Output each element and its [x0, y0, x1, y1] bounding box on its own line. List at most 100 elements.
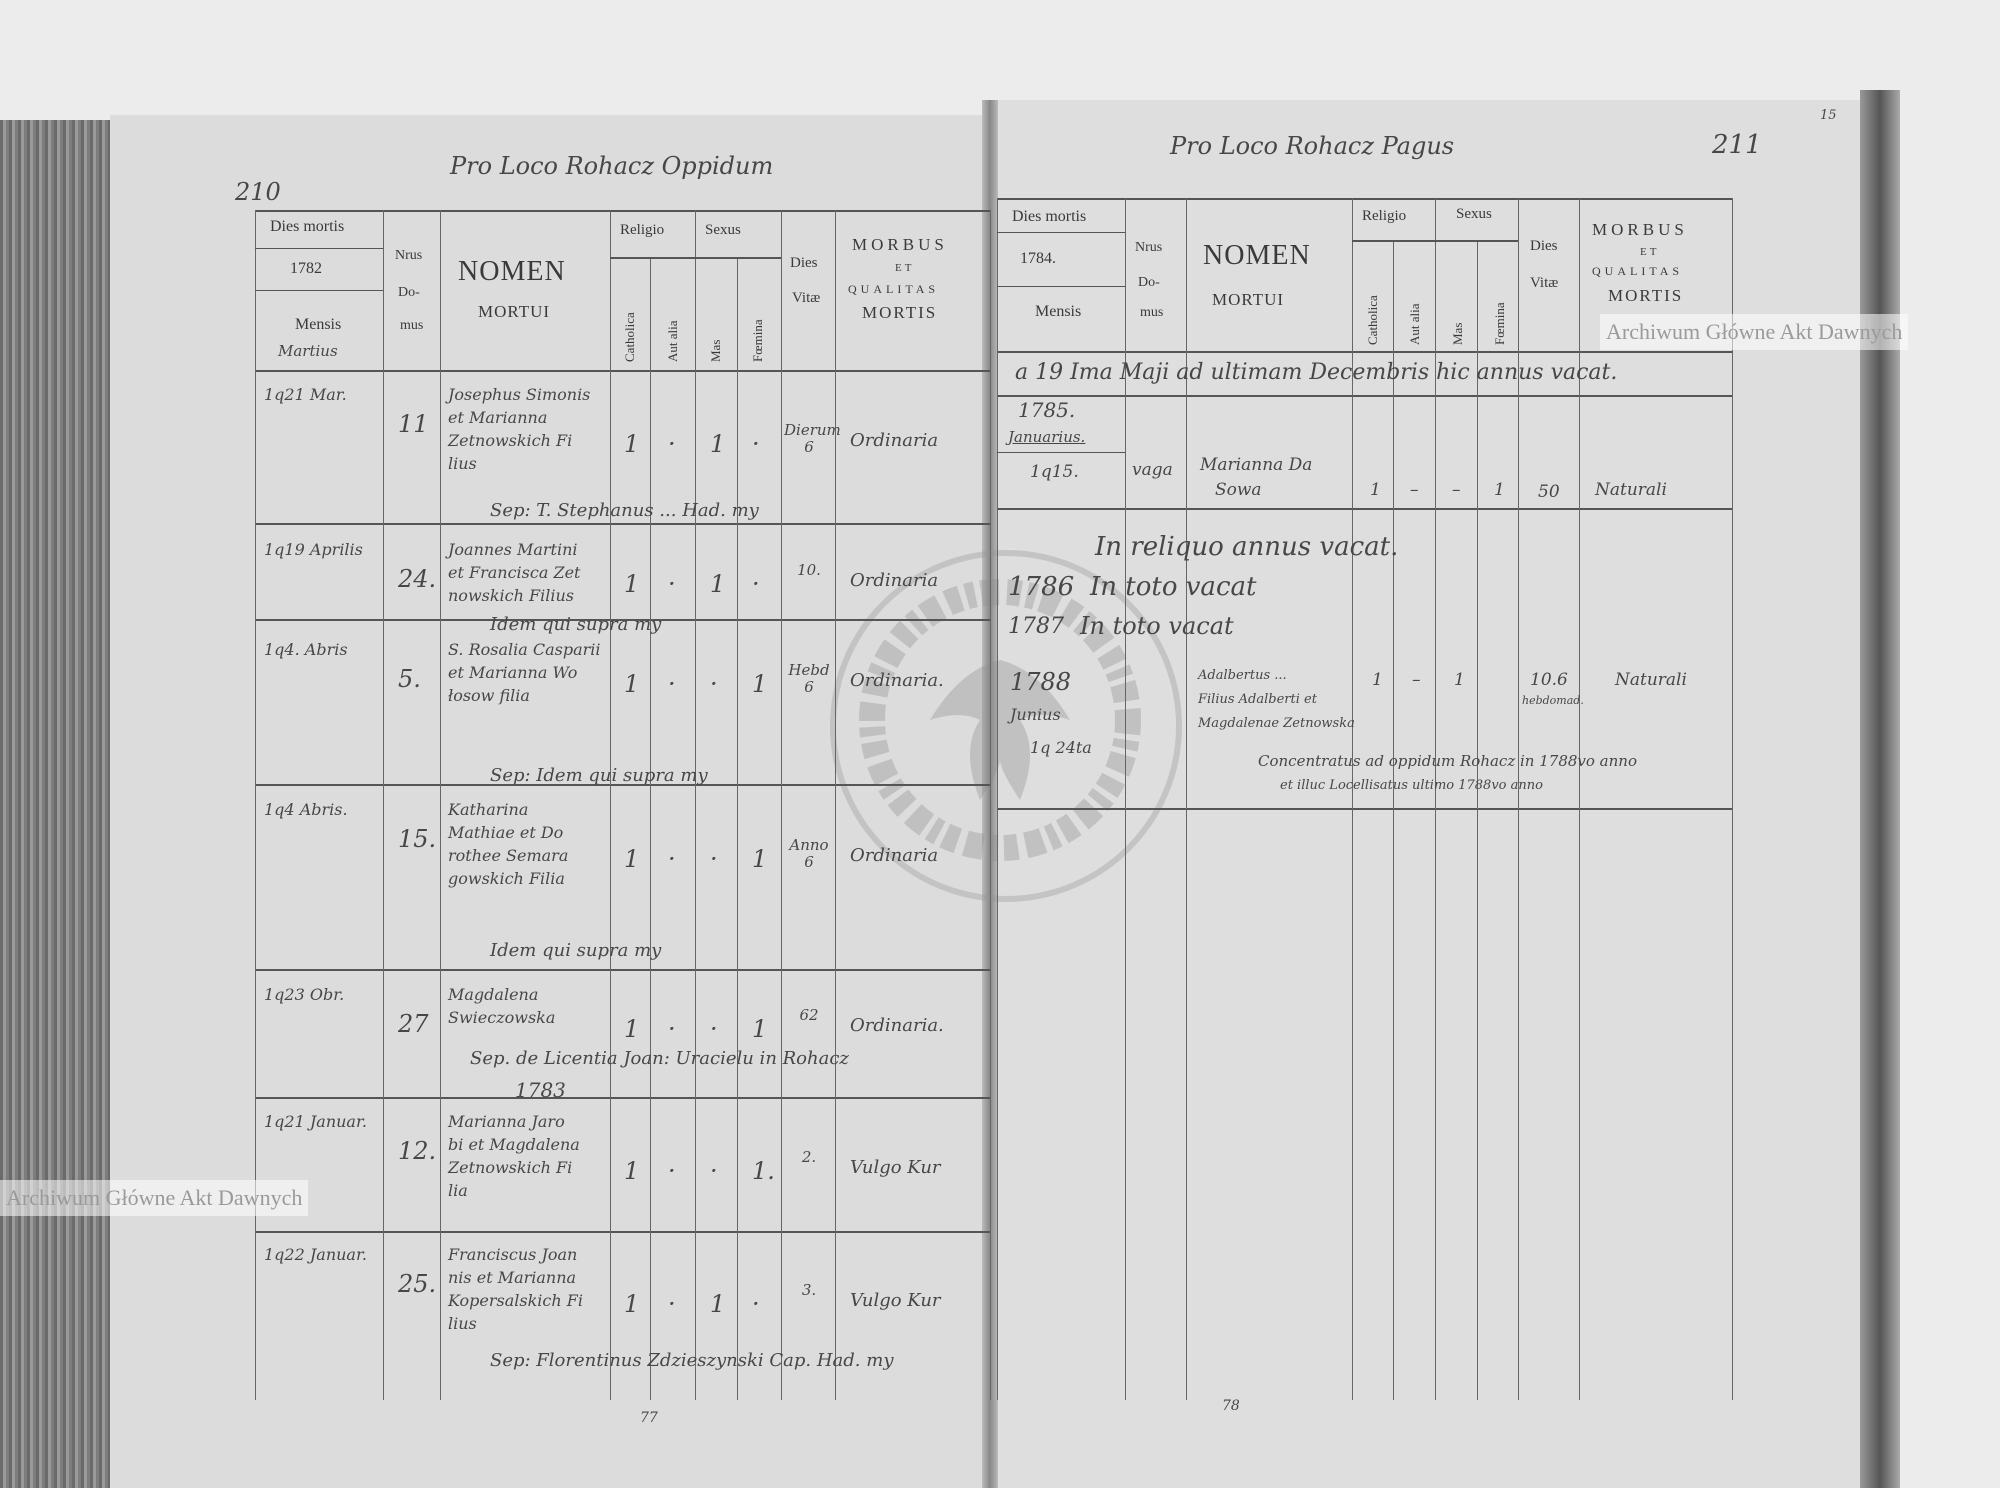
book-cover-edge — [1860, 90, 1900, 1488]
table-rule — [255, 248, 383, 249]
page-number: 210 — [235, 178, 281, 206]
foemina-mark: 1 — [752, 670, 768, 698]
column-rule — [1352, 198, 1353, 1400]
catholica-mark: 1 — [624, 430, 640, 458]
aut-alia-mark: · — [668, 845, 676, 873]
table-rule — [255, 370, 990, 372]
catholica-mark: 1 — [624, 1290, 640, 1318]
catholica-mark: 1 — [624, 1015, 640, 1043]
name-line: łosow filia — [448, 686, 530, 705]
morbus: Ordinaria — [850, 845, 939, 866]
table-rule — [997, 452, 1125, 453]
name-line: et Marianna Wo — [448, 663, 578, 682]
entry-morbus: Naturali — [1615, 670, 1687, 690]
house-number: 11 — [398, 410, 429, 438]
left-page — [110, 115, 990, 1488]
entry-mas: 1 — [1454, 670, 1465, 690]
name-line: Katharina — [448, 800, 529, 819]
table-rule — [997, 508, 1732, 510]
aut-alia-mark: · — [668, 1290, 676, 1318]
column-rule — [255, 210, 256, 1400]
table-rule — [610, 257, 781, 259]
entry-foemina: 1 — [1494, 480, 1505, 500]
table-rule — [255, 1097, 990, 1099]
name-line: lius — [448, 1314, 477, 1333]
header-dies: Dies — [1530, 238, 1558, 254]
catholica-mark: 1 — [624, 570, 640, 598]
header-nomen: NOMEN — [1203, 240, 1311, 271]
house-number: 5. — [398, 665, 421, 693]
header-religio: Religio — [620, 222, 665, 238]
name-line: et Marianna — [448, 408, 548, 427]
name-line: Marianna Jaro — [448, 1112, 565, 1131]
table-rule — [255, 210, 990, 212]
entry-catholica: 1 — [1372, 670, 1383, 690]
house-number: 25. — [398, 1270, 437, 1298]
dies-vitae: Hebd 6 — [788, 661, 830, 697]
entry-date: 1q15. — [1030, 462, 1079, 482]
header-mortis: MORTIS — [1608, 286, 1684, 305]
death-date: 1q21 Januar. — [264, 1112, 367, 1131]
table-rule — [255, 619, 990, 621]
catholica-mark: 1 — [624, 1157, 640, 1185]
foemina-mark: · — [752, 1290, 760, 1318]
death-date: 1q19 Aprilis — [264, 540, 363, 559]
aut-alia-mark: · — [668, 1015, 676, 1043]
dies-vitae: 3. — [801, 1281, 817, 1299]
header-foemina: Fœmina — [750, 319, 765, 362]
entry-catholica: 1 — [1370, 480, 1381, 500]
entry-dies-unit: hebdomad. — [1522, 694, 1584, 707]
header-mas: Mas — [1450, 322, 1465, 345]
dies-vitae: 2. — [801, 1148, 817, 1166]
morbus: Ordinaria. — [850, 670, 944, 691]
column-rule — [737, 257, 738, 1400]
table-rule — [255, 290, 383, 291]
death-date: 1q4. Abris — [264, 640, 348, 659]
header-vitae: Vitæ — [792, 290, 821, 306]
table-rule — [997, 232, 1125, 233]
header-et: ET — [895, 262, 915, 274]
foemina-mark: · — [752, 430, 760, 458]
page-number: 211 — [1712, 130, 1762, 160]
morbus: Ordinaria — [850, 570, 939, 591]
entry-aut-alia: – — [1410, 480, 1419, 500]
house-number: 12. — [398, 1137, 437, 1165]
table-rule — [997, 286, 1125, 287]
name-line: Zetnowskich Fi — [448, 431, 573, 450]
header-sexus: Sexus — [705, 222, 741, 238]
entry-name-line: Filius Adalberti et — [1198, 692, 1317, 707]
name-line: Josephus Simonis — [448, 385, 591, 404]
header-foemina: Fœmina — [1492, 302, 1507, 345]
burial-note: Sep: Idem qui supra my — [490, 765, 708, 786]
header-qualitas: QUALITAS — [1592, 264, 1684, 278]
archive-watermark: Archiwum Główne Akt Dawnych — [1600, 314, 1909, 350]
book-edge — [0, 120, 130, 1488]
entry-dies: 10.6 — [1530, 670, 1568, 690]
archive-stamp — [830, 550, 1182, 902]
year-1786: 1786 — [1008, 572, 1075, 602]
mas-mark: · — [710, 1157, 718, 1185]
foemina-mark: · — [752, 570, 760, 598]
table-rule — [255, 969, 990, 971]
column-rule — [990, 210, 991, 1400]
header-catholica: Catholica — [622, 312, 637, 362]
death-date: 1q21 Mar. — [264, 385, 347, 404]
header-year: 1782 — [290, 260, 322, 277]
header-dies-mortis: Dies mortis — [270, 218, 345, 235]
name-line: bi et Magdalena — [448, 1135, 580, 1154]
entry-nrus: vaga — [1132, 460, 1173, 480]
eagle-emblem-icon — [859, 579, 1141, 861]
name-line: rothee Semara — [448, 846, 569, 865]
column-rule — [1393, 240, 1394, 1400]
mas-mark: 1 — [710, 1290, 726, 1318]
column-rule — [1125, 198, 1126, 1400]
name-line: S. Rosalia Casparii — [448, 640, 601, 659]
header-dies-mortis: Dies mortis — [1012, 208, 1087, 225]
header-mensis: Mensis — [1035, 303, 1082, 320]
table-rule — [255, 1231, 990, 1233]
morbus: Vulgo Kur — [850, 1290, 941, 1311]
column-rule — [650, 257, 651, 1400]
month-1785: Januarius. — [1008, 428, 1086, 446]
header-mortis: MORTIS — [862, 303, 938, 322]
death-date: 1q22 Januar. — [264, 1245, 367, 1264]
